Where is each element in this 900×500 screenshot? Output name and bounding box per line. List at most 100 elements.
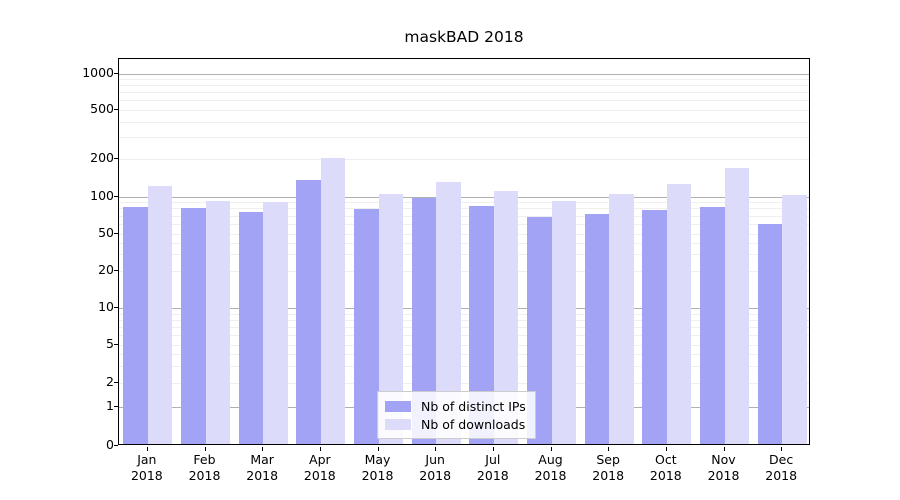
y-axis-tick-label: 50 <box>98 224 114 240</box>
x-axis-tick-mark <box>147 447 148 451</box>
gridline <box>119 335 809 336</box>
x-tick-month: Nov <box>711 452 736 467</box>
x-axis-tick-mark <box>262 447 263 451</box>
gridline <box>119 197 809 198</box>
x-tick-month: Apr <box>309 452 331 467</box>
x-tick-month: May <box>364 452 391 467</box>
gridline <box>119 85 809 86</box>
legend-swatch-ips <box>385 400 411 412</box>
y-axis-tick-label: 100 <box>90 187 114 203</box>
x-tick-month: Dec <box>769 452 794 467</box>
x-axis-tick-mark <box>724 447 725 451</box>
x-axis-tick-label: Sep 2018 <box>568 452 648 484</box>
x-axis-tick-mark <box>493 447 494 451</box>
gridline <box>119 208 809 209</box>
y-axis-tick-mark <box>114 406 118 407</box>
bar-nov-ips <box>700 207 725 444</box>
y-axis-tick-mark <box>114 307 118 308</box>
gridline <box>119 110 809 111</box>
x-axis-tick-mark <box>435 447 436 451</box>
y-axis-tick-mark <box>114 109 118 110</box>
y-axis-tick-mark <box>114 270 118 271</box>
gridline <box>119 383 809 384</box>
y-axis-tick-mark <box>114 73 118 74</box>
x-tick-month: Jun <box>425 452 445 467</box>
bar-feb-ips <box>181 208 206 444</box>
bar-dec-ips <box>757 223 783 444</box>
x-tick-year: 2018 <box>419 468 452 483</box>
x-axis-tick-label: Jul 2018 <box>453 452 533 484</box>
gridline <box>119 79 809 80</box>
bar-feb-downloads <box>205 201 230 444</box>
y-axis-tick-mark <box>114 344 118 345</box>
y-axis-tick-label: 5 <box>106 335 114 351</box>
x-tick-year: 2018 <box>130 468 163 483</box>
bar-aug-downloads <box>551 200 576 444</box>
y-axis-tick-label: 10 <box>98 299 114 314</box>
gridline <box>119 271 809 272</box>
y-axis-tick-mark <box>114 233 118 234</box>
gridline <box>119 159 809 160</box>
x-axis-tick-mark <box>320 447 321 451</box>
y-axis-tick-label: 20 <box>98 261 114 277</box>
gridline <box>119 308 809 309</box>
bar-oct-ips <box>642 209 667 444</box>
bar-may-ips <box>354 209 379 444</box>
gridline <box>119 234 809 235</box>
x-tick-month: Sep <box>596 452 620 467</box>
bar-mar-downloads <box>263 201 288 444</box>
x-axis-labels: Jan 2018 Feb 2018 Mar 2018 Apr 2018 May 2018 Jun 20… <box>118 447 810 495</box>
legend-label: Nb of distinct IPs <box>421 398 526 414</box>
x-axis-tick-label: Apr 2018 <box>280 452 360 484</box>
x-axis-tick-label: Nov 2018 <box>684 452 764 484</box>
x-tick-month: Mar <box>250 452 274 467</box>
x-tick-year: 2018 <box>188 468 221 483</box>
x-tick-month: Aug <box>538 452 563 467</box>
gridline <box>119 100 809 101</box>
gridline <box>119 345 809 346</box>
gridline <box>119 224 809 225</box>
x-axis-tick-label: Mar 2018 <box>222 452 302 484</box>
plot-area <box>118 58 810 445</box>
legend-label: Nb of downloads <box>421 416 526 432</box>
y-axis-labels: 0 1 2 5 10 20 50 100 200 500 1000 <box>62 58 114 452</box>
legend-item: Nb of distinct IPs <box>385 397 526 415</box>
bar-jan-downloads <box>147 186 173 444</box>
y-axis-tick-mark <box>114 382 118 383</box>
gridline <box>119 366 809 367</box>
bar-nov-downloads <box>724 168 749 444</box>
x-tick-month: Oct <box>655 452 677 467</box>
x-axis-tick-label: May 2018 <box>338 452 418 484</box>
bar-sep-ips <box>584 213 610 444</box>
gridline <box>119 216 809 217</box>
chart-legend: Nb of distinct IPs Nb of downloads <box>377 391 536 439</box>
gridline <box>119 137 809 138</box>
gridline <box>119 243 809 244</box>
page-title: maskBAD 2018 <box>404 28 524 46</box>
x-axis-tick-mark <box>781 447 782 451</box>
x-axis-tick-mark <box>378 447 379 451</box>
gridline <box>119 122 809 123</box>
bar-mar-ips <box>238 212 264 444</box>
x-axis-tick-label: Jan 2018 <box>107 452 187 484</box>
x-axis-tick-mark <box>551 447 552 451</box>
x-tick-year: 2018 <box>246 468 279 483</box>
x-tick-year: 2018 <box>476 468 509 483</box>
x-tick-year: 2018 <box>765 468 798 483</box>
y-axis-tick-label: 1000 <box>82 64 114 80</box>
bar-jan-ips <box>123 207 148 444</box>
x-axis-tick-label: Feb 2018 <box>165 452 245 484</box>
y-axis-tick-mark <box>114 445 118 446</box>
y-axis-ticks <box>114 58 119 446</box>
x-tick-year: 2018 <box>649 468 682 483</box>
gridline <box>119 74 809 75</box>
y-axis-tick-mark <box>114 196 118 197</box>
x-axis-tick-label: Oct 2018 <box>626 452 706 484</box>
bar-apr-downloads <box>320 157 346 444</box>
gridline <box>119 92 809 93</box>
x-tick-year: 2018 <box>707 468 740 483</box>
x-tick-year: 2018 <box>361 468 394 483</box>
x-tick-month: Feb <box>193 452 216 467</box>
legend-swatch-downloads <box>385 418 411 430</box>
